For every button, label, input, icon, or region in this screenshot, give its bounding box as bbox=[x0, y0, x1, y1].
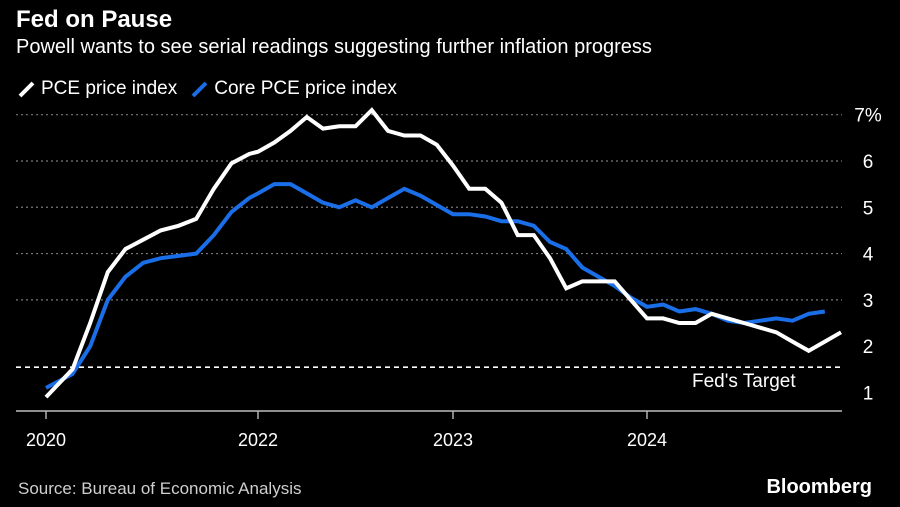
legend-swatch-pce-icon bbox=[18, 81, 35, 97]
target-label: Fed's Target bbox=[692, 371, 796, 392]
line-chart: 1 2 3 4 5 6 7% 2020 2022 2023 2024 Fed's Target bbox=[16, 106, 882, 450]
bloomberg-logo: Bloomberg bbox=[766, 476, 872, 498]
y-tick-label: 3 bbox=[863, 291, 874, 312]
source-note: Source: Bureau of Economic Analysis bbox=[18, 479, 302, 498]
legend: PCE price index Core PCE price index bbox=[18, 78, 411, 100]
legend-label-pce: PCE price index bbox=[41, 78, 178, 99]
legend-item-pce: PCE price index bbox=[18, 78, 177, 100]
y-tick-label: 7% bbox=[854, 106, 882, 127]
series-line-core-pce bbox=[45, 182, 826, 390]
y-tick-label: 4 bbox=[863, 245, 874, 266]
x-tick-label: 2023 bbox=[433, 430, 473, 450]
legend-item-core-pce: Core PCE price index bbox=[191, 78, 397, 100]
legend-swatch-core-pce-icon bbox=[191, 81, 208, 97]
y-tick-label: 2 bbox=[863, 337, 874, 358]
x-tick-label: 2024 bbox=[627, 430, 667, 450]
y-tick-label: 1 bbox=[863, 383, 874, 404]
y-tick-label: 6 bbox=[863, 152, 874, 173]
x-tick-label: 2022 bbox=[238, 430, 278, 450]
chart-subtitle: Powell wants to see serial readings sugg… bbox=[16, 36, 652, 58]
chart-title: Fed on Pause bbox=[16, 6, 173, 33]
legend-label-core-pce: Core PCE price index bbox=[214, 78, 397, 99]
series-line-pce bbox=[44, 107, 842, 399]
y-tick-label: 5 bbox=[863, 198, 874, 219]
x-tick-label: 2020 bbox=[26, 430, 66, 450]
